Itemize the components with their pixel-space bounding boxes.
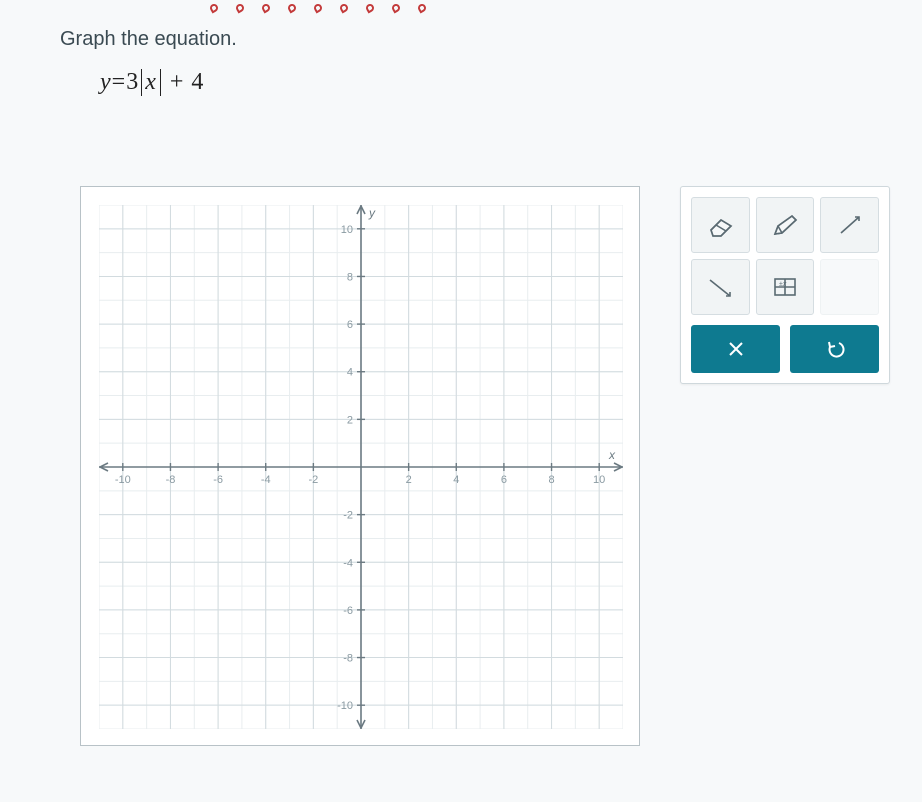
eraser-icon [705, 213, 735, 237]
segment-icon [705, 275, 735, 299]
svg-text:-6: -6 [343, 605, 353, 617]
svg-text:4: 4 [453, 474, 459, 486]
empty-tool-slot [820, 259, 879, 315]
graph-canvas[interactable]: -10-8-6-4-2246810-10-8-6-4-2246810xy [80, 186, 640, 746]
svg-text:2: 2 [406, 474, 412, 486]
pencil-icon [770, 213, 800, 237]
segment-tool[interactable] [691, 259, 750, 315]
equation: y=3x + 4 [100, 69, 892, 96]
svg-text:2: 2 [347, 414, 353, 426]
svg-text:10: 10 [341, 224, 353, 236]
svg-text:-10: -10 [337, 700, 353, 712]
svg-text:y: y [368, 206, 376, 220]
undo-icon [825, 339, 845, 359]
reset-button[interactable] [790, 325, 879, 373]
svg-text:-4: -4 [261, 474, 271, 486]
svg-text:4: 4 [347, 367, 353, 379]
svg-text:-2: -2 [308, 474, 318, 486]
eq-abs: x [141, 69, 161, 96]
svg-text:8: 8 [548, 474, 554, 486]
svg-text:-4: -4 [343, 557, 353, 569]
table-tool[interactable]: ±x [756, 259, 815, 315]
eq-coef: 3 [126, 69, 139, 95]
svg-text:x: x [608, 448, 616, 462]
ray-tool[interactable] [820, 197, 879, 253]
svg-text:10: 10 [593, 474, 605, 486]
close-icon [726, 339, 746, 359]
table-icon: ±x [771, 275, 799, 299]
coordinate-grid: -10-8-6-4-2246810-10-8-6-4-2246810xy [99, 205, 623, 729]
decor-dots [210, 4, 426, 12]
tool-panel: ±x [680, 186, 890, 384]
ray-icon [835, 213, 865, 237]
svg-text:-8: -8 [343, 653, 353, 665]
question-prompt: Graph the equation. [60, 28, 892, 51]
clear-button[interactable] [691, 325, 780, 373]
eq-eq: = [112, 69, 127, 95]
eq-lhs: y [100, 69, 112, 95]
pencil-tool[interactable] [756, 197, 815, 253]
svg-text:8: 8 [347, 271, 353, 283]
svg-text:±x: ±x [779, 281, 787, 288]
eraser-tool[interactable] [691, 197, 750, 253]
svg-text:-6: -6 [213, 474, 223, 486]
eq-tail: + 4 [170, 69, 205, 95]
svg-text:6: 6 [501, 474, 507, 486]
svg-text:6: 6 [347, 319, 353, 331]
svg-text:-8: -8 [166, 474, 176, 486]
svg-text:-2: -2 [343, 510, 353, 522]
svg-text:-10: -10 [115, 474, 131, 486]
